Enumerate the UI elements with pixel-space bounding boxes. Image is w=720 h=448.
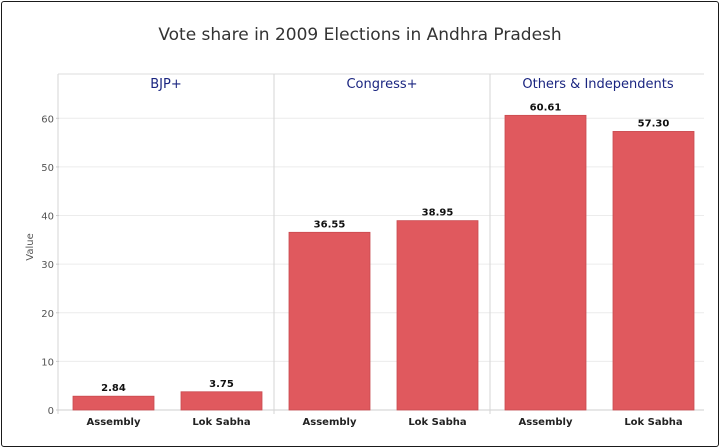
data-label: 38.95 — [422, 208, 454, 219]
bar — [504, 114, 587, 411]
data-label: 3.75 — [209, 379, 234, 390]
data-label: 2.84 — [101, 383, 126, 394]
y-tick-label: 30 — [41, 260, 54, 271]
y-tick-label: 60 — [41, 114, 54, 125]
data-label: 60.61 — [530, 102, 562, 113]
panel: Congress+ 36.55 Assembly 38.95 Lok Sabha — [288, 77, 479, 428]
panel: Others & Independents 60.61 Assembly 57.30 L… — [504, 77, 695, 428]
x-tick-label: Assembly — [303, 417, 357, 428]
y-tick-label: 0 — [48, 406, 54, 417]
panels: BJP+ 2.84 Assembly 3.75 Lok Sabha Congress+ 36… — [72, 77, 695, 428]
data-label: 36.55 — [314, 219, 346, 230]
x-tick-label: Assembly — [87, 417, 141, 428]
y-tick-label: 20 — [41, 309, 54, 320]
chart-title: Vote share in 2009 Elections in Andhra P… — [158, 25, 561, 45]
bar — [612, 131, 695, 411]
gridlines — [57, 73, 704, 414]
y-axis-ticks: 0 10 20 30 40 50 60 — [41, 114, 59, 417]
x-tick-label: Lok Sabha — [624, 417, 682, 428]
panel-header: Others & Independents — [522, 77, 673, 92]
x-tick-label: Assembly — [519, 417, 573, 428]
data-label: 57.30 — [638, 118, 670, 129]
panel-header: Congress+ — [346, 77, 417, 92]
x-tick-label: Lok Sabha — [192, 417, 250, 428]
bar — [180, 391, 263, 411]
panel: BJP+ 2.84 Assembly 3.75 Lok Sabha — [72, 77, 263, 428]
y-tick-label: 10 — [41, 357, 54, 368]
y-axis-label: Value — [25, 233, 36, 260]
y-tick-label: 40 — [41, 212, 54, 223]
bar — [396, 220, 479, 411]
y-tick-label: 50 — [41, 163, 54, 174]
bar — [72, 395, 155, 411]
panel-header: BJP+ — [150, 77, 181, 92]
bar — [288, 231, 371, 411]
x-tick-label: Lok Sabha — [408, 417, 466, 428]
